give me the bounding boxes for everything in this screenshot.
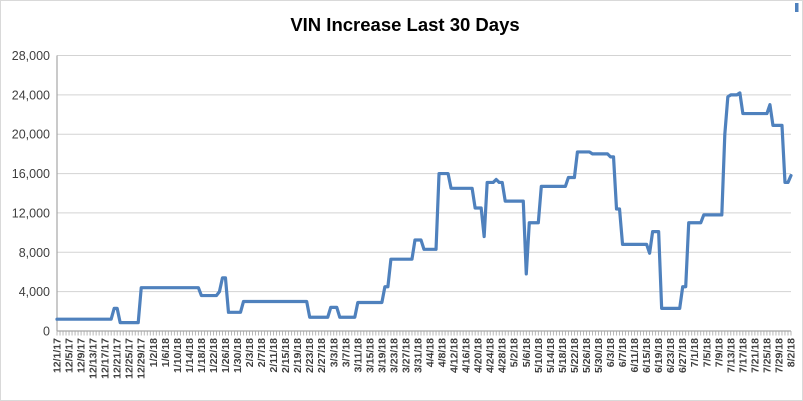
x-tick-label: 6/11/18 xyxy=(629,338,641,373)
x-tick-label: 5/14/18 xyxy=(545,338,557,373)
x-axis-tick-marks xyxy=(56,331,792,336)
x-tick-label: 1/14/18 xyxy=(184,338,196,373)
y-tick-label: 0 xyxy=(43,325,50,339)
x-tick-label: 4/4/18 xyxy=(425,338,437,367)
x-axis-ticks xyxy=(56,331,792,336)
x-tick-label: 7/5/18 xyxy=(701,338,713,367)
x-tick-labels: 12/1/17 12/5/17 12/9/17 12/13/17 12/17/17 12/… xyxy=(52,338,798,379)
x-tick-label: 5/30/18 xyxy=(593,338,605,373)
x-tick-label: 6/27/18 xyxy=(677,338,689,373)
x-tick-label: 7/1/18 xyxy=(689,338,701,367)
x-tick-label: 6/3/18 xyxy=(605,338,617,367)
x-tick-label: 3/19/18 xyxy=(376,338,388,373)
x-tick-label: 2/3/18 xyxy=(244,338,256,367)
x-tick-label: 6/7/18 xyxy=(617,338,629,367)
y-tick-label: 28,000 xyxy=(12,49,50,63)
corner-artifact xyxy=(795,3,799,12)
x-tick-label: 2/7/18 xyxy=(256,338,268,367)
x-tick-label: 4/16/18 xyxy=(461,338,473,373)
y-tick-label: 24,000 xyxy=(12,88,50,102)
y-tick-labels: 0 4,000 8,000 12,000 16,000 20,000 24,000 28,00… xyxy=(12,49,50,339)
x-tick-label: 5/2/18 xyxy=(509,338,521,367)
x-tick-label: 1/22/18 xyxy=(208,338,220,373)
x-tick-label: 3/27/18 xyxy=(400,338,412,373)
x-tick-label: 7/25/18 xyxy=(761,338,773,373)
x-tick-label: 12/5/17 xyxy=(64,338,76,373)
x-tick-label: 1/2/18 xyxy=(148,338,160,367)
x-tick-label: 2/15/18 xyxy=(280,338,292,373)
x-tick-label: 7/21/18 xyxy=(749,338,761,373)
x-tick-label: 5/26/18 xyxy=(581,338,593,373)
x-tick-label: 7/13/18 xyxy=(725,338,737,373)
y-tick-label: 8,000 xyxy=(19,246,50,260)
x-tick-label: 12/1/17 xyxy=(52,338,64,373)
x-tick-label: 2/27/18 xyxy=(316,338,328,373)
x-tick-label: 12/29/17 xyxy=(136,338,148,379)
x-tick-label: 2/19/18 xyxy=(292,338,304,373)
series-line-vin-increase xyxy=(55,91,793,325)
x-tick-label: 3/3/18 xyxy=(328,338,340,367)
x-tick-label: 2/23/18 xyxy=(304,338,316,373)
y-tick-label: 20,000 xyxy=(12,128,50,142)
x-tick-label: 1/26/18 xyxy=(220,338,232,373)
gridlines xyxy=(57,55,791,293)
x-tick-label: 4/12/18 xyxy=(449,338,461,373)
x-tick-label: 4/28/18 xyxy=(497,338,509,373)
x-tick-label: 7/17/18 xyxy=(737,338,749,373)
x-tick-label: 5/10/18 xyxy=(533,338,545,373)
x-tick-label: 3/23/18 xyxy=(388,338,400,373)
x-tick-label: 2/11/18 xyxy=(268,338,280,373)
y-tick-label: 4,000 xyxy=(19,285,50,299)
x-tick-label: 4/20/18 xyxy=(473,338,485,373)
x-tick-label: 3/15/18 xyxy=(364,338,376,373)
y-tick-label: 12,000 xyxy=(12,206,50,220)
x-tick-label: 1/18/18 xyxy=(196,338,208,373)
x-tick-label: 4/24/18 xyxy=(485,338,497,373)
x-tick-label: 3/7/18 xyxy=(340,338,352,367)
x-tick-label: 7/9/18 xyxy=(713,338,725,367)
x-tick-label: 5/6/18 xyxy=(521,338,533,367)
x-tick-label: 8/2/18 xyxy=(786,338,798,367)
x-tick-label: 6/23/18 xyxy=(665,338,677,373)
x-tick-label: 5/18/18 xyxy=(557,338,569,373)
x-tick-label: 3/11/18 xyxy=(352,338,364,373)
x-tick-label: 12/17/17 xyxy=(100,338,112,379)
x-tick-label: 3/31/18 xyxy=(412,338,424,373)
x-tick-label: 4/8/18 xyxy=(437,338,449,367)
y-tick-label: 16,000 xyxy=(12,167,50,181)
x-tick-label: 5/22/18 xyxy=(569,338,581,373)
x-tick-label: 12/9/17 xyxy=(76,338,88,373)
x-tick-label: 12/25/17 xyxy=(124,338,136,379)
x-tick-label: 1/10/18 xyxy=(172,338,184,373)
x-tick-label: 12/13/17 xyxy=(88,338,100,379)
chart-title: VIN Increase Last 30 Days xyxy=(290,14,519,35)
x-tick-label: 1/30/18 xyxy=(232,338,244,373)
x-tick-label: 7/29/18 xyxy=(773,338,785,373)
x-tick-label: 6/15/18 xyxy=(641,338,653,373)
x-tick-label: 1/6/18 xyxy=(160,338,172,367)
x-tick-label: 6/19/18 xyxy=(653,338,665,373)
x-tick-label: 12/21/17 xyxy=(112,338,124,379)
